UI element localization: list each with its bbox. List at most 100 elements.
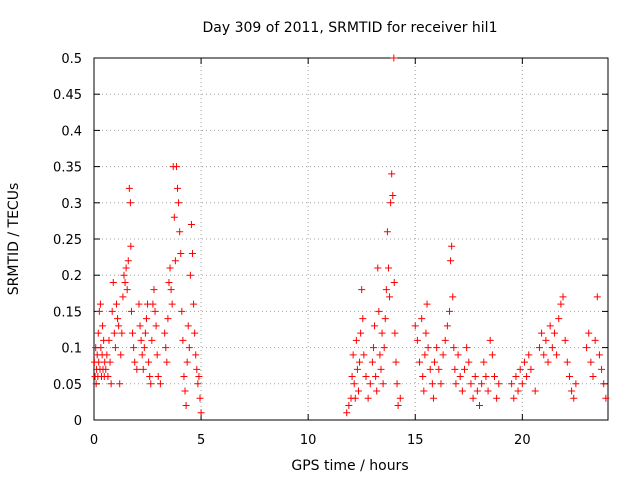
data-point — [568, 387, 576, 395]
data-point — [437, 380, 445, 388]
data-point — [129, 329, 137, 337]
data-point — [392, 358, 400, 366]
data-point — [380, 344, 388, 352]
data-point — [602, 394, 610, 402]
data-point — [345, 402, 353, 410]
data-point — [141, 329, 149, 337]
data-point — [187, 221, 195, 229]
data-point — [180, 373, 188, 381]
data-point — [465, 358, 473, 366]
data-point — [411, 322, 419, 330]
data-point — [563, 358, 571, 366]
data-point — [167, 286, 175, 294]
data-point — [443, 322, 451, 330]
data-point — [424, 344, 432, 352]
data-point — [447, 257, 455, 265]
data-point — [189, 249, 197, 257]
data-point — [493, 394, 501, 402]
data-point — [111, 344, 119, 352]
data-point — [116, 380, 124, 388]
data-point — [486, 336, 494, 344]
data-point — [124, 257, 132, 265]
data-point — [197, 409, 205, 417]
y-tick-label: 0.4 — [61, 124, 82, 139]
data-point — [140, 344, 148, 352]
data-point — [595, 351, 603, 359]
data-point — [490, 373, 498, 381]
data-point — [386, 293, 394, 301]
data-point — [495, 380, 503, 388]
data-point — [478, 380, 486, 388]
x-axis-title: GPS time / hours — [291, 458, 408, 474]
data-point — [192, 351, 200, 359]
data-point — [117, 351, 125, 359]
data-point — [177, 249, 185, 257]
data-point — [103, 351, 111, 359]
data-point — [429, 394, 437, 402]
data-point — [179, 336, 187, 344]
data-point — [535, 344, 543, 352]
grid — [94, 58, 608, 420]
data-point — [550, 329, 558, 337]
data-point — [374, 264, 382, 272]
data-point — [138, 351, 146, 359]
data-point — [589, 373, 597, 381]
data-point — [420, 387, 428, 395]
chart-title: Day 309 of 2011, SRMTID for receiver hil… — [203, 20, 498, 36]
y-tick-label: 0.15 — [53, 305, 82, 320]
data-point — [194, 380, 202, 388]
data-point — [423, 300, 431, 308]
data-point — [510, 394, 518, 402]
data-point — [572, 380, 580, 388]
data-point — [418, 315, 426, 323]
data-point — [358, 286, 366, 294]
data-point — [106, 358, 114, 366]
data-point — [375, 307, 383, 315]
data-point — [114, 315, 122, 323]
y-tick-label: 0 — [74, 414, 82, 429]
data-point — [583, 344, 591, 352]
data-point — [388, 170, 396, 178]
data-point — [389, 192, 397, 200]
data-point — [166, 264, 174, 272]
y-tick-label: 0.35 — [53, 161, 82, 176]
data-point — [183, 358, 191, 366]
data-point — [525, 351, 533, 359]
data-point — [348, 373, 356, 381]
x-tick-label: 0 — [90, 433, 98, 448]
data-point — [593, 293, 601, 301]
data-point — [109, 278, 117, 286]
x-tick-label: 5 — [197, 433, 205, 448]
data-point — [520, 358, 528, 366]
data-point — [476, 402, 483, 410]
data-point — [561, 336, 569, 344]
data-point — [95, 358, 103, 366]
y-tick-label: 0.45 — [53, 88, 82, 103]
data-point — [164, 315, 172, 323]
data-point — [382, 286, 390, 294]
data-point — [193, 365, 201, 373]
data-point — [484, 387, 492, 395]
data-point — [110, 329, 118, 337]
data-point — [419, 373, 427, 381]
data-point — [376, 351, 384, 359]
y-tick-label: 0.25 — [53, 233, 82, 248]
data-point — [390, 278, 398, 286]
data-point — [431, 358, 439, 366]
x-tick-label: 15 — [407, 433, 424, 448]
data-point — [531, 387, 539, 395]
data-point — [422, 329, 430, 337]
data-point — [176, 228, 184, 236]
data-point — [165, 278, 173, 286]
data-point — [170, 213, 178, 221]
data-point — [523, 373, 531, 381]
data-point — [372, 373, 380, 381]
data-point — [439, 351, 447, 359]
y-tick-label: 0.1 — [61, 342, 82, 357]
data-point — [360, 351, 368, 359]
data-point — [585, 329, 593, 337]
data-point — [135, 300, 143, 308]
data-point — [175, 199, 183, 207]
data-point — [565, 373, 573, 381]
data-point — [125, 184, 133, 192]
